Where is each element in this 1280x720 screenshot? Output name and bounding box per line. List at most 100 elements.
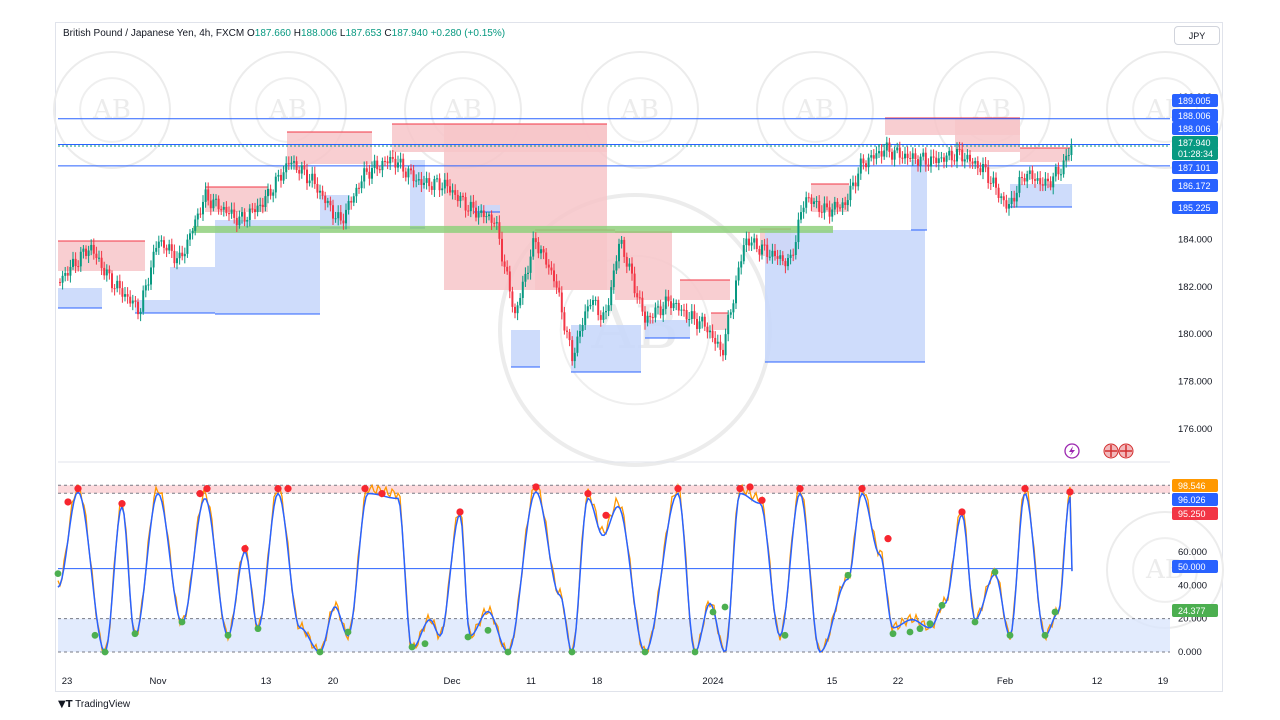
- candle-body: [982, 164, 984, 173]
- candle-body: [714, 337, 717, 344]
- candle-body: [456, 194, 459, 202]
- candle-body: [657, 306, 659, 308]
- sell-signal-dot: [584, 490, 592, 498]
- candle-body: [545, 252, 548, 265]
- candle-body: [729, 312, 732, 315]
- candle-body: [1002, 196, 1005, 201]
- watermark-seal: [53, 51, 171, 169]
- candle-body: [1057, 166, 1060, 175]
- watermark-seal-inner: [79, 77, 145, 143]
- candle-body: [139, 311, 142, 315]
- osc-tick: 60.000: [1178, 547, 1207, 558]
- price-tag-label: 01:28:34: [1178, 149, 1213, 159]
- demand-zone: [571, 325, 641, 372]
- candle-body: [365, 168, 368, 172]
- time-tick: 15: [827, 676, 838, 687]
- candle-body: [784, 261, 787, 267]
- candle-body: [61, 275, 64, 283]
- candle-body: [984, 164, 987, 168]
- candle-body: [810, 197, 813, 204]
- candle-body: [553, 270, 555, 282]
- candle-body: [950, 150, 953, 161]
- candle-body: [737, 267, 740, 281]
- candle-body: [883, 150, 886, 157]
- price-tag-label: 187.940: [1178, 138, 1211, 148]
- price-tick: 182.000: [1178, 282, 1212, 293]
- candle-body: [183, 253, 186, 257]
- candle-body: [766, 244, 769, 257]
- tradingview-logo[interactable]: ▼T TradingView: [58, 699, 130, 710]
- buy-signal-dot: [709, 608, 717, 616]
- candle-body: [987, 167, 990, 183]
- buy-signal-dot: [178, 618, 186, 626]
- symbol-title[interactable]: British Pound / Japanese Yen, 4h, FXCM: [63, 28, 245, 39]
- candle-body: [979, 168, 982, 173]
- low-label: L: [339, 28, 346, 39]
- candle-body: [1052, 176, 1055, 188]
- osc-tag-label: 98.546: [1178, 481, 1206, 491]
- buy-signal-dot: [844, 571, 852, 579]
- candle-body: [620, 239, 623, 244]
- candle-body: [222, 206, 225, 210]
- price-tag: [1172, 179, 1218, 192]
- candle-body: [672, 303, 675, 309]
- watermark-seal: [756, 51, 874, 169]
- candle-body: [740, 261, 743, 268]
- candle-body: [298, 170, 301, 174]
- candle-body: [966, 154, 969, 160]
- candle-body: [243, 212, 246, 222]
- candle-body: [867, 157, 870, 168]
- candle-body: [859, 158, 862, 174]
- time-tick: 20: [328, 676, 339, 687]
- sell-signal-dot: [736, 485, 744, 493]
- candle-body: [945, 155, 948, 162]
- buy-signal-dot: [991, 568, 999, 576]
- candle-body: [404, 171, 407, 178]
- candle-body: [628, 263, 631, 267]
- candle-body: [72, 258, 74, 267]
- candle-body: [761, 244, 763, 255]
- watermark-seal: [933, 51, 1051, 169]
- candle-body: [79, 251, 82, 267]
- candle-body: [818, 200, 821, 212]
- candle-body: [956, 148, 958, 162]
- supply-zone: [287, 132, 352, 164]
- candle-body: [228, 213, 230, 215]
- buy-signal-dot: [408, 643, 416, 651]
- candle-body: [454, 190, 457, 195]
- candle-body: [854, 182, 857, 187]
- sell-signal-dot: [884, 535, 892, 543]
- demand-zone: [911, 160, 927, 230]
- lightning-icon-ring: [1064, 443, 1080, 459]
- candle-body: [339, 212, 342, 221]
- candle-body: [870, 155, 873, 158]
- candle-body: [555, 281, 558, 288]
- osc-tag: [1172, 604, 1218, 617]
- candle-body: [488, 214, 490, 217]
- candle-body: [1026, 173, 1029, 182]
- candle-body: [160, 240, 163, 242]
- osc-tag-label: 50.000: [1178, 562, 1206, 572]
- osc-tick: 0.000: [1178, 647, 1202, 658]
- candle-body: [319, 190, 321, 193]
- candle-body: [290, 162, 293, 165]
- demand-zone: [474, 205, 500, 212]
- candle-body: [503, 261, 506, 267]
- osc-tag-label: 24.377: [1178, 606, 1206, 616]
- candle-body: [800, 212, 802, 220]
- candle-body: [282, 172, 285, 181]
- candle-body: [776, 256, 779, 259]
- currency-button[interactable]: JPY: [1174, 26, 1220, 45]
- supply-zone: [352, 132, 372, 164]
- price-tick: 184.000: [1178, 234, 1212, 245]
- candle-body: [1036, 178, 1039, 181]
- candle-body: [971, 161, 974, 164]
- oversold-zone: [58, 618, 1170, 652]
- candle-body: [589, 304, 592, 307]
- candle-body: [220, 209, 223, 211]
- candle-body: [147, 284, 150, 286]
- candle-body: [594, 299, 597, 301]
- candle-body: [77, 266, 80, 268]
- open-value: 187.660: [254, 28, 291, 39]
